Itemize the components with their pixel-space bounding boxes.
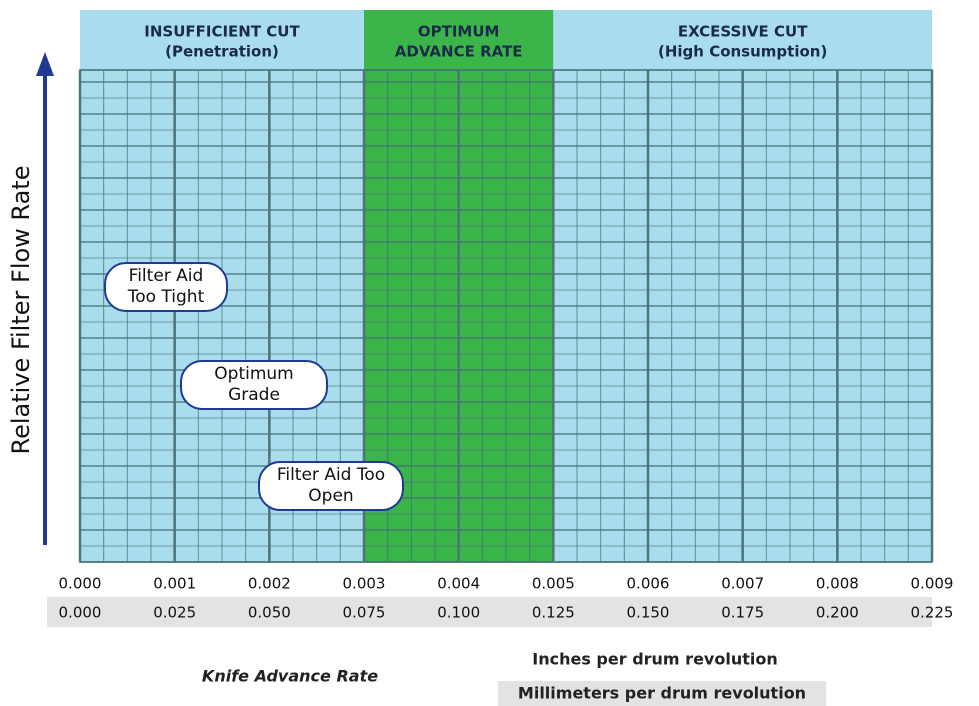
series-callout: Optimum Grade	[180, 360, 328, 410]
x2-tick-label: 0.225	[911, 604, 954, 622]
zone-header	[553, 10, 932, 70]
zone-header	[364, 10, 554, 70]
x-axis-label: Inches per drum revolution	[532, 650, 777, 669]
zone-sublabel: (Penetration)	[165, 43, 279, 61]
x-tick-label: 0.008	[816, 575, 859, 593]
plot: INSUFFICIENT CUT (Penetration) OPTIMUM ADVA…	[78, 10, 934, 563]
mm-axis-band	[47, 597, 932, 627]
series-callout: Filter Aid Too Tight	[104, 262, 228, 312]
x-tick-label: 0.007	[721, 575, 764, 593]
x2-axis-label: Millimeters per drum revolution	[518, 684, 806, 703]
x-tick-label: 0.005	[532, 575, 575, 593]
y-axis-title: Relative Filter Flow Rate	[7, 166, 35, 455]
x-tick-label: 0.000	[59, 575, 102, 593]
x-tick-label: 0.001	[153, 575, 196, 593]
x2-tick-label: 0.150	[627, 604, 670, 622]
y-arrow-head	[36, 52, 54, 76]
zone-sublabel: ADVANCE RATE	[395, 43, 523, 61]
x2-tick-label: 0.125	[532, 604, 575, 622]
x-axis-title: Knife Advance Rate	[202, 667, 378, 686]
zone-sublabel: (High Consumption)	[658, 43, 827, 61]
zone-header	[80, 10, 364, 70]
x-tick-label: 0.006	[627, 575, 670, 593]
series-callout: Filter Aid Too Open	[258, 461, 404, 511]
x2-tick-label: 0.000	[59, 604, 102, 622]
x2-tick-label: 0.175	[721, 604, 764, 622]
x2-tick-label: 0.200	[816, 604, 859, 622]
x-tick-label: 0.009	[911, 575, 954, 593]
x2-tick-label: 0.100	[437, 604, 480, 622]
x-tick-label: 0.003	[343, 575, 386, 593]
zone-label: INSUFFICIENT CUT	[144, 23, 300, 41]
zone-label: OPTIMUM	[418, 23, 500, 41]
mm-label-band	[498, 681, 826, 706]
x2-tick-label: 0.050	[248, 604, 291, 622]
x2-tick-label: 0.025	[153, 604, 196, 622]
x2-tick-label: 0.075	[343, 604, 386, 622]
zone-label: EXCESSIVE CUT	[678, 23, 808, 41]
x-tick-label: 0.004	[437, 575, 480, 593]
x-tick-label: 0.002	[248, 575, 291, 593]
